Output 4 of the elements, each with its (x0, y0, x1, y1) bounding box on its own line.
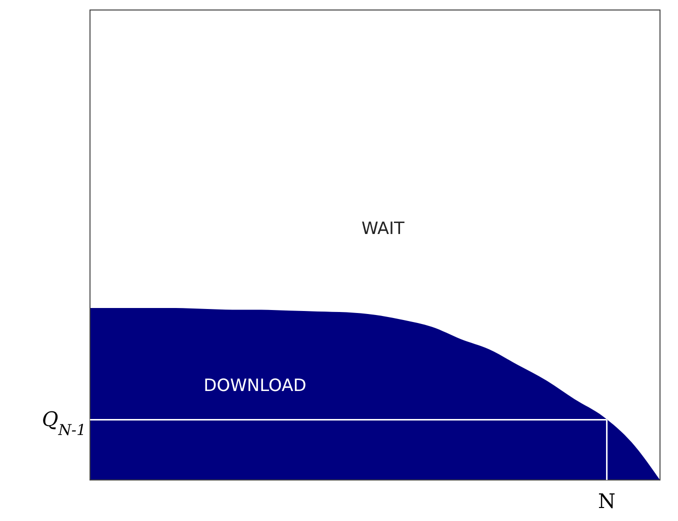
text: WAIT (362, 219, 406, 239)
text: N (598, 489, 616, 513)
ref-line-label: Q$_{N-1}$ (42, 406, 86, 439)
annotation: DOWNLOAD (204, 376, 306, 396)
